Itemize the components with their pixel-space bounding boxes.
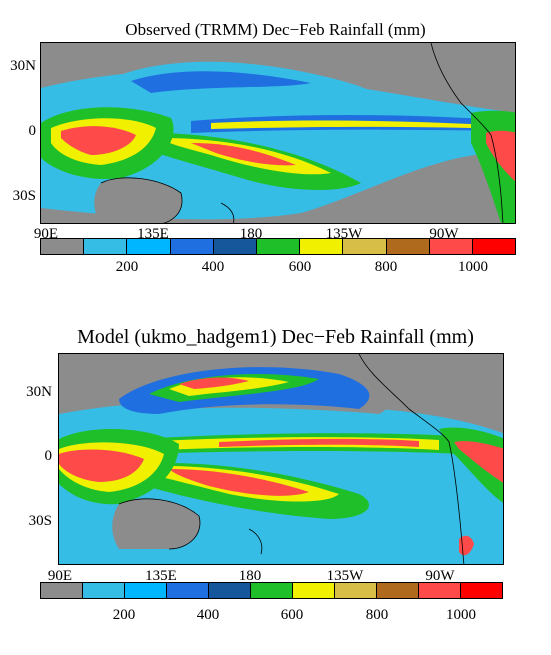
colorbar-swatch [41, 583, 83, 598]
observed-lat-label-30s: 30S [12, 188, 36, 204]
colorbar-swatch [41, 239, 85, 254]
colorbar-swatch [251, 583, 293, 598]
colorbar-swatch [335, 583, 377, 598]
model-lon-label-90e: 90E [47, 568, 73, 584]
colorbar-swatch [83, 583, 125, 598]
colorbar-swatch [343, 239, 387, 254]
colorbar-swatch [209, 583, 251, 598]
observed-colorbar-tick-1000: 1000 [458, 259, 488, 275]
model-title: Model (ukmo_hadgem1) Dec−Feb Rainfall (m… [77, 326, 474, 348]
model-lon-label-90w: 90W [425, 568, 455, 584]
observed-colorbar [40, 238, 516, 255]
model-lon-label-135e: 135E [145, 568, 177, 584]
colorbar-swatch [256, 239, 301, 254]
model-lon-label-180: 180 [238, 568, 262, 584]
colorbar-swatch [386, 239, 430, 254]
observed-colorbar-tick-800: 800 [374, 259, 398, 275]
colorbar-swatch [419, 583, 461, 598]
model-colorbar-tick-800: 800 [365, 607, 389, 623]
model-colorbar-tick-1000: 1000 [446, 607, 476, 623]
colorbar-swatch [300, 239, 344, 254]
colorbar-swatch [472, 239, 516, 254]
observed-colorbar-tick-200: 200 [115, 259, 139, 275]
colorbar-swatch [293, 583, 335, 598]
model-colorbar [40, 582, 503, 599]
colorbar-swatch [170, 239, 214, 254]
colorbar-swatch [125, 583, 167, 598]
observed-title: Observed (TRMM) Dec−Feb Rainfall (mm) [125, 20, 426, 39]
model-colorbar-tick-200: 200 [112, 607, 136, 623]
colorbar-swatch [127, 239, 171, 254]
colorbar-swatch [84, 239, 128, 254]
model-lat-label-30n: 30N [26, 384, 52, 400]
observed-rainfall-map [40, 42, 516, 224]
model-map-graphic [59, 354, 503, 564]
observed-lat-label-0: 0 [28, 123, 37, 139]
model-lat-label-0: 0 [44, 448, 53, 464]
colorbar-swatch [461, 583, 502, 598]
observed-lat-label-30n: 30N [10, 58, 36, 74]
model-colorbar-tick-400: 400 [196, 607, 220, 623]
model-lat-label-30s: 30S [28, 513, 52, 529]
model-lon-label-135w: 135W [326, 568, 364, 584]
observed-map-graphic [41, 43, 515, 223]
observed-colorbar-tick-400: 400 [201, 259, 225, 275]
model-panel: Model (ukmo_hadgem1) Dec−Feb Rainfall (m… [0, 300, 551, 655]
colorbar-swatch [167, 583, 209, 598]
observed-colorbar-tick-600: 600 [288, 259, 312, 275]
observed-panel: Observed (TRMM) Dec−Feb Rainfall (mm) 30… [0, 0, 551, 300]
colorbar-swatch [377, 583, 419, 598]
colorbar-swatch [429, 239, 473, 254]
colorbar-swatch [213, 239, 257, 254]
model-rainfall-map [58, 353, 504, 565]
model-colorbar-tick-600: 600 [280, 607, 304, 623]
